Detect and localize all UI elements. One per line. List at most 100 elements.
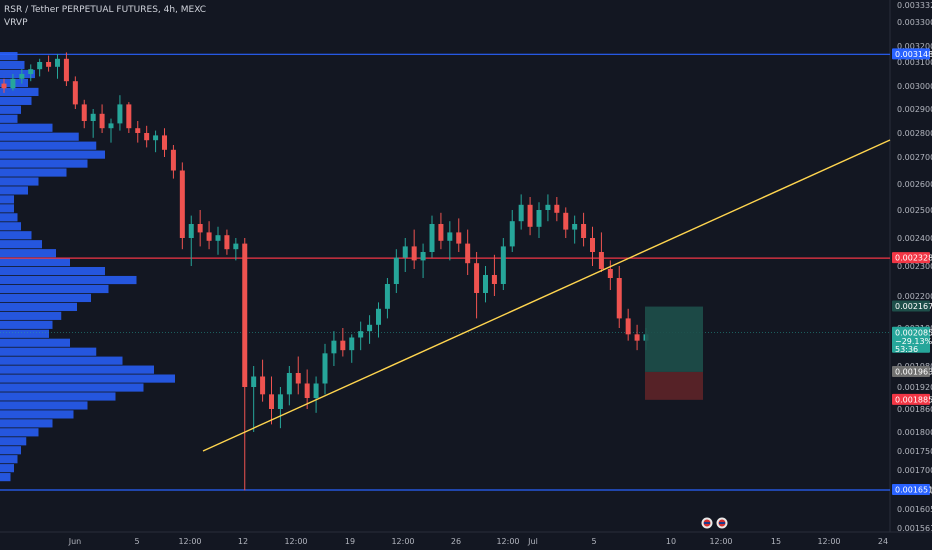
price-tag-label: 0.002085 [895, 328, 932, 337]
candle [90, 109, 96, 138]
candle [429, 215, 435, 258]
candle-body [563, 212, 569, 230]
candle-body [72, 81, 78, 105]
candle [260, 359, 266, 402]
volume-profile-bar [0, 374, 175, 383]
candle [384, 278, 390, 319]
candle-body [581, 224, 587, 238]
candle-body [215, 235, 221, 241]
candle-body [500, 246, 506, 284]
candle-body [10, 78, 16, 89]
volume-profile-bar [0, 258, 70, 267]
candle [170, 145, 176, 179]
candle [402, 238, 408, 272]
candle [411, 229, 417, 269]
candle-body [491, 275, 497, 284]
candle [563, 207, 569, 238]
candle-body [313, 383, 319, 398]
candle-body [55, 58, 60, 67]
candle-body [474, 263, 480, 293]
candle-body [634, 334, 640, 341]
candle-body [162, 135, 167, 150]
price-tag: 0.002085−29.13%53:36 [892, 326, 932, 354]
time-tick-label: 12:00 [496, 537, 519, 546]
volume-profile-bar [0, 437, 27, 446]
price-tag-label: 0.002167 [895, 302, 932, 311]
volume-profile-bar [0, 96, 32, 105]
indicator-vrvp[interactable]: VRVP [4, 18, 28, 28]
candle-body [554, 204, 560, 213]
candle-body [483, 275, 488, 293]
target-zone [645, 306, 703, 372]
volume-profile-bar [0, 329, 49, 338]
candle-body [545, 204, 551, 210]
candle [322, 343, 328, 395]
candle-body [536, 210, 542, 227]
candle [81, 99, 87, 129]
candle [527, 197, 533, 236]
event-marker-icon[interactable] [716, 517, 728, 529]
price-tick-label: 0.001750 [897, 447, 932, 456]
candle-body [233, 243, 239, 250]
volume-profile-bar [0, 186, 28, 195]
candle [242, 238, 248, 491]
candle [456, 218, 462, 252]
price-tag-change: −29.13% [895, 337, 932, 346]
symbol-title[interactable]: RSR / Tether PERPETUAL FUTURES, 4h, MEXC [4, 5, 207, 15]
candle-body [63, 58, 69, 82]
volume-profile-bar [0, 222, 21, 231]
candle [313, 376, 319, 413]
price-tag-bg [892, 252, 930, 264]
price-tick-label: 0.001800 [897, 428, 932, 437]
volume-profile-bar [0, 132, 79, 141]
candle [224, 229, 230, 255]
candle-body [402, 246, 408, 258]
time-tick-label: 15 [771, 537, 781, 546]
volume-profile-bar [0, 473, 11, 482]
candle [63, 52, 69, 86]
candle [607, 260, 613, 290]
volume-profile-bar [0, 455, 18, 464]
candle-body [598, 252, 604, 269]
volume-profile-bar [0, 87, 39, 96]
event-marker-icon[interactable] [701, 517, 713, 529]
volume-profile-bar [0, 195, 14, 204]
price-tick-label: 0.003200 [897, 42, 932, 51]
candle-body [429, 224, 435, 252]
candle [188, 215, 194, 266]
candle [215, 226, 221, 255]
candle [197, 210, 203, 247]
candle [144, 125, 150, 148]
time-tick-label: 5 [591, 537, 596, 546]
price-tag-bg [892, 300, 930, 312]
price-tag-label: 0.002328 [895, 254, 932, 263]
price-tag-bg [892, 365, 930, 377]
price-tag-countdown: 53:36 [895, 345, 918, 354]
price-tag: 0.001963 [892, 365, 932, 377]
candle-body [447, 232, 453, 241]
price-tick-label: 0.002300 [897, 262, 932, 271]
candle-body [607, 269, 613, 278]
candle [572, 215, 578, 244]
candle-body [456, 232, 462, 244]
candle [99, 104, 105, 133]
candle [295, 356, 301, 395]
candle-body [90, 113, 96, 121]
volume-profile-bar [0, 275, 137, 285]
volume-profile-bar [0, 60, 25, 70]
time-tick-label: 12:00 [709, 537, 732, 546]
candle [376, 302, 381, 338]
price-tag-label: 0.001885 [895, 395, 932, 404]
candle [598, 232, 604, 272]
price-tag: 0.003148 [892, 48, 932, 60]
candle [55, 54, 60, 79]
price-tag-label: 0.001963 [895, 367, 932, 376]
candle [233, 238, 239, 261]
candle [304, 369, 310, 409]
candle-body [367, 324, 373, 332]
candle [28, 64, 34, 82]
candle [554, 197, 560, 222]
price-tag: 0.001651 [892, 484, 932, 495]
price-tag-bg [892, 48, 930, 60]
